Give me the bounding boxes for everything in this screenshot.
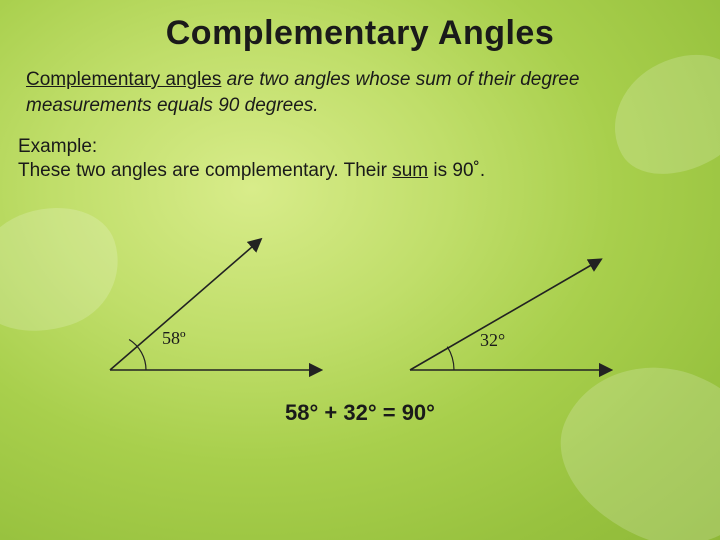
slide: Complementary Angles Complementary angle… — [0, 0, 720, 540]
figures-row: 58º 32° — [18, 200, 702, 390]
definition-term: Complementary angles — [26, 69, 221, 90]
example-pre: These two angles are complementary. Thei… — [18, 160, 392, 181]
angle-figure-32: 32° — [390, 220, 630, 390]
slide-title: Complementary Angles — [18, 14, 702, 53]
angle-32-label: 32° — [480, 330, 505, 351]
angle-58-svg — [90, 210, 330, 390]
example-label: Example: — [18, 136, 702, 158]
example-sum-word: sum — [392, 160, 428, 181]
example-text: These two angles are complementary. Thei… — [18, 160, 702, 182]
equation-text: 58° + 32° = 90° — [18, 400, 702, 426]
angle-32-svg — [390, 220, 630, 390]
definition-text: Complementary angles are two angles whos… — [26, 67, 694, 118]
angle-58-label: 58º — [162, 328, 186, 349]
example-post: is 90˚. — [428, 160, 485, 181]
angle-figure-58: 58º — [90, 210, 330, 390]
